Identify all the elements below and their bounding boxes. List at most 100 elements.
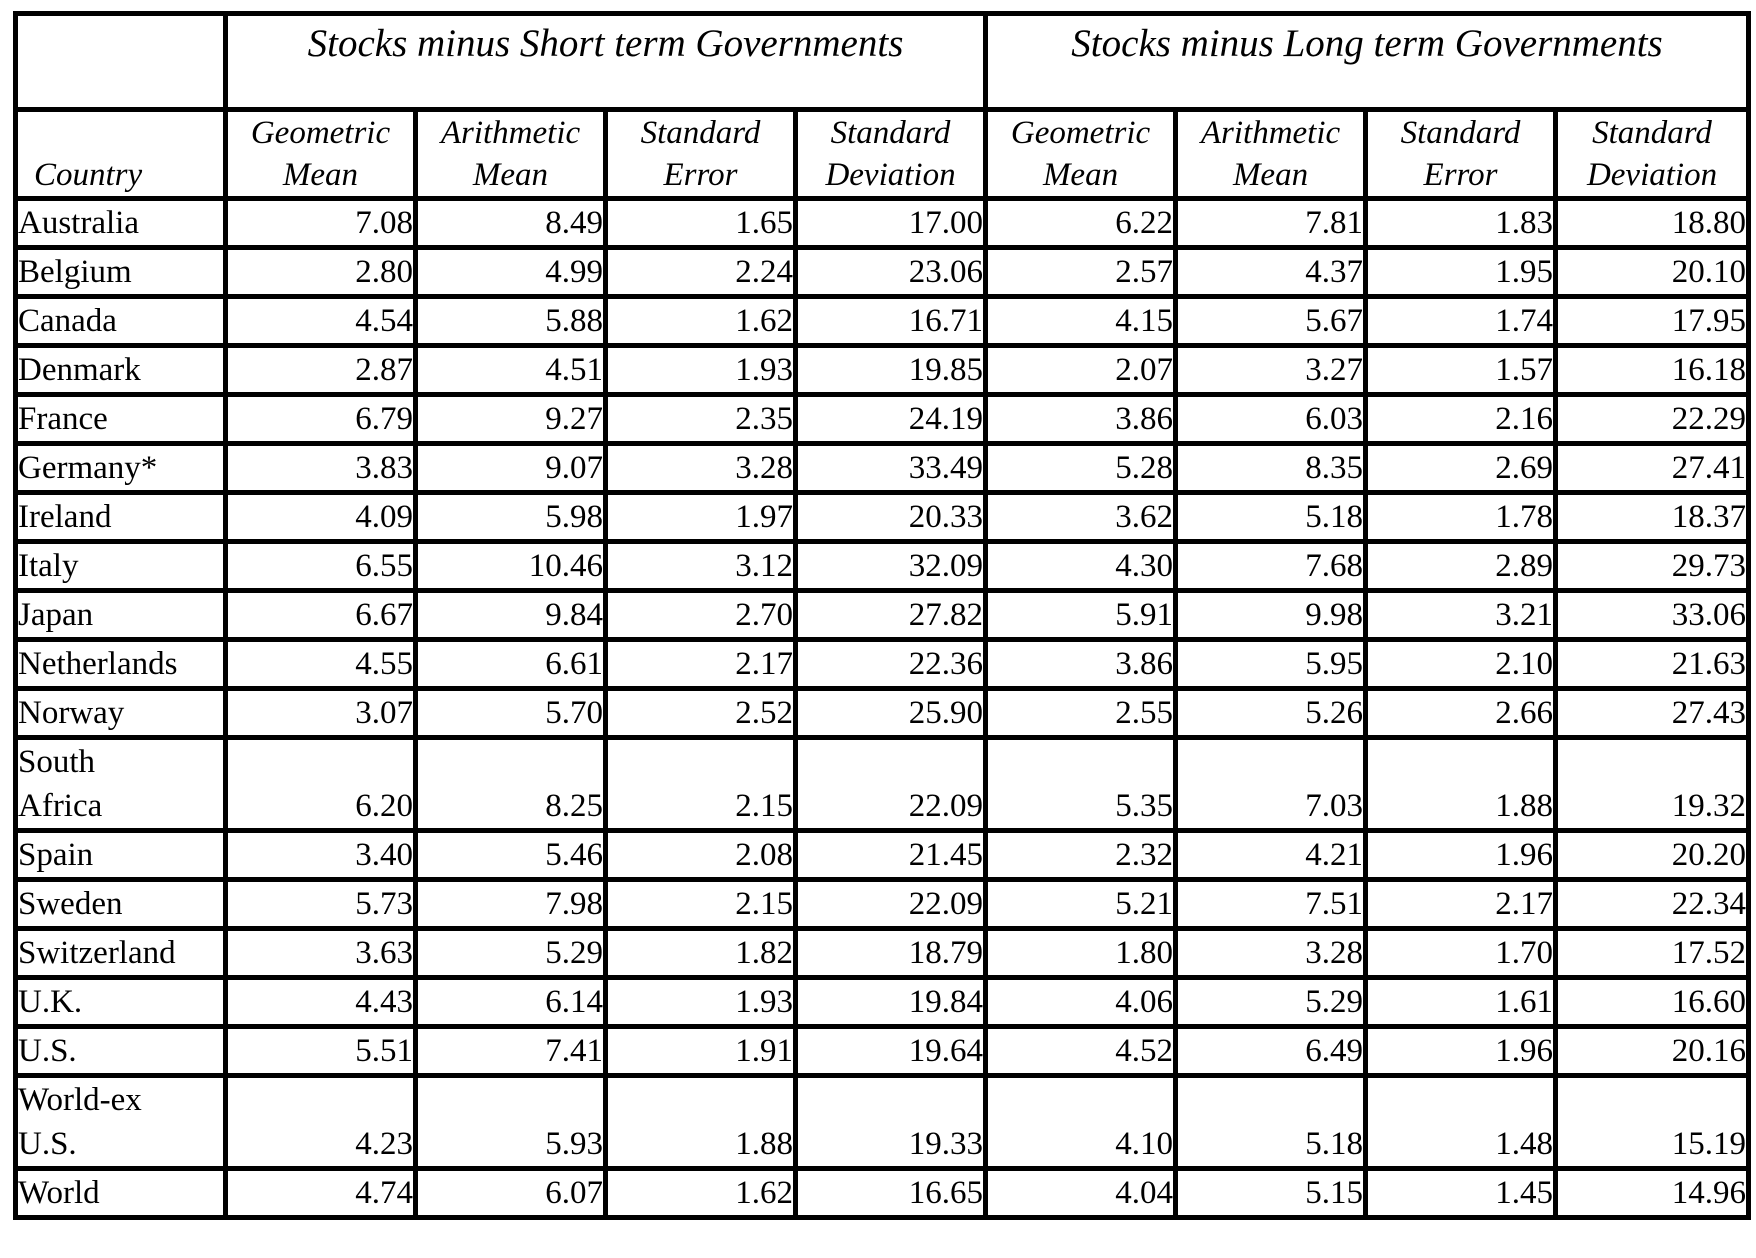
value-cell: 18.37 [1553, 490, 1752, 544]
value-cell: 19.84 [792, 975, 989, 1029]
country-cell: Sweden [13, 877, 228, 931]
table-row: Netherlands 4.55 6.61 2.17 22.36 3.86 5.95 2.10… [13, 637, 1752, 691]
table-row: Norway 3.07 5.70 2.52 25.90 2.55 5.26 2.66 27.43 [13, 686, 1752, 740]
value-cell: 1.83 [1363, 196, 1559, 250]
value-cell: 9.07 [413, 441, 608, 495]
value-cell: 14.96 [1553, 1166, 1752, 1220]
value-cell: 6.67 [223, 588, 418, 642]
value-cell: 2.16 [1363, 392, 1559, 446]
value-cell: 4.23 [223, 1073, 418, 1171]
value-cell: 4.10 [983, 1073, 1179, 1171]
value-cell: 6.61 [413, 637, 608, 691]
value-cell: 7.98 [413, 877, 608, 931]
value-cell: 9.84 [413, 588, 608, 642]
value-cell: 1.93 [603, 975, 798, 1029]
country-cell: South Africa [13, 735, 228, 833]
column-header-line: Arithmetic [440, 115, 581, 151]
value-cell: 2.69 [1363, 441, 1559, 495]
country-cell: Germany* [13, 441, 228, 495]
value-cell: 5.70 [413, 686, 608, 740]
value-cell: 27.41 [1553, 441, 1752, 495]
value-cell: 2.52 [603, 686, 798, 740]
value-cell: 1.97 [603, 490, 798, 544]
value-cell: 3.86 [983, 392, 1179, 446]
value-cell: 7.08 [223, 196, 418, 250]
column-header-line: Standard [640, 115, 761, 151]
country-name: World-ex [18, 1082, 142, 1118]
value-cell: 2.24 [603, 245, 798, 299]
table-row: Ireland 4.09 5.98 1.97 20.33 3.62 5.18 1.78 18.3… [13, 490, 1752, 544]
country-cell: Italy [13, 539, 228, 593]
value-cell: 3.12 [603, 539, 798, 593]
table-row: Denmark 2.87 4.51 1.93 19.85 2.07 3.27 1.57 16.1… [13, 343, 1752, 397]
value-cell: 29.73 [1553, 539, 1752, 593]
value-cell: 20.20 [1553, 828, 1752, 882]
country-cell: Norway [13, 686, 228, 740]
table-row: Australia 7.08 8.49 1.65 17.00 6.22 7.81 1.83 18… [13, 196, 1752, 250]
country-cell: Ireland [13, 490, 228, 544]
country-cell: France [13, 392, 228, 446]
value-cell: 2.80 [223, 245, 418, 299]
value-cell: 27.82 [792, 588, 989, 642]
country-name: U.K. [18, 984, 83, 1020]
value-cell: 19.32 [1553, 735, 1752, 833]
table-row: World 4.74 6.07 1.62 16.65 4.04 5.15 1.45 14.96 [13, 1166, 1752, 1220]
value-cell: 3.28 [1173, 926, 1369, 980]
column-header-line: Mean [472, 157, 549, 193]
value-cell: 1.62 [603, 294, 798, 348]
value-cell: 8.25 [413, 735, 608, 833]
value-cell: 4.09 [223, 490, 418, 544]
value-cell: 4.04 [983, 1166, 1179, 1220]
value-cell: 5.88 [413, 294, 608, 348]
column-header-line: Deviation [825, 157, 956, 193]
value-cell: 1.45 [1363, 1166, 1559, 1220]
country-cell: World-ex U.S. [13, 1073, 228, 1171]
country-cell: Japan [13, 588, 228, 642]
group-header-short-term: Stocks minus Short term Governments [222, 11, 989, 112]
value-cell: 19.64 [792, 1024, 989, 1078]
country-cell: Netherlands [13, 637, 228, 691]
value-cell: 6.79 [223, 392, 418, 446]
value-cell: 4.21 [1173, 828, 1369, 882]
value-cell: 4.54 [223, 294, 418, 348]
value-cell: 32.09 [792, 539, 989, 593]
value-cell: 3.28 [603, 441, 798, 495]
value-cell: 17.00 [792, 196, 989, 250]
table-row: France 6.79 9.27 2.35 24.19 3.86 6.03 2.16 22.29 [13, 392, 1752, 446]
value-cell: 1.57 [1363, 343, 1559, 397]
value-cell: 3.21 [1363, 588, 1559, 642]
column-header-long-arithmetic-mean: Arithmetic Mean [1173, 107, 1369, 201]
value-cell: 19.85 [792, 343, 989, 397]
value-cell: 5.18 [1173, 490, 1369, 544]
value-cell: 2.08 [603, 828, 798, 882]
value-cell: 1.96 [1363, 828, 1559, 882]
value-cell: 16.60 [1553, 975, 1752, 1029]
value-cell: 1.70 [1363, 926, 1559, 980]
table-row: South Africa 6.20 8.25 2.15 22.09 5.35 7.03 1.88… [13, 735, 1752, 833]
value-cell: 5.26 [1173, 686, 1369, 740]
value-cell: 22.36 [792, 637, 989, 691]
value-cell: 4.30 [983, 539, 1179, 593]
country-cell: Belgium [13, 245, 228, 299]
value-cell: 22.09 [792, 877, 989, 931]
value-cell: 16.71 [792, 294, 989, 348]
value-cell: 20.33 [792, 490, 989, 544]
value-cell: 1.61 [1363, 975, 1559, 1029]
value-cell: 4.52 [983, 1024, 1179, 1078]
value-cell: 5.29 [413, 926, 608, 980]
country-name: Australia [18, 205, 139, 241]
country-name: Japan [18, 597, 94, 633]
table-row: U.S. 5.51 7.41 1.91 19.64 4.52 6.49 1.96 20.16 [13, 1024, 1752, 1078]
country-cell: U.S. [13, 1024, 228, 1078]
value-cell: 18.80 [1553, 196, 1752, 250]
value-cell: 27.43 [1553, 686, 1752, 740]
value-cell: 2.55 [983, 686, 1179, 740]
table-row: Canada 4.54 5.88 1.62 16.71 4.15 5.67 1.74 17.95 [13, 294, 1752, 348]
table-row: World-ex U.S. 4.23 5.93 1.88 19.33 4.10 5.18 1.4… [13, 1073, 1752, 1171]
country-name: Spain [18, 837, 94, 873]
column-header-line: Standard [830, 115, 951, 151]
table-row: Spain 3.40 5.46 2.08 21.45 2.32 4.21 1.96 20.20 [13, 828, 1752, 882]
column-header-long-standard-deviation: Standard Deviation [1553, 107, 1752, 201]
value-cell: 3.07 [223, 686, 418, 740]
value-cell: 7.51 [1173, 877, 1369, 931]
